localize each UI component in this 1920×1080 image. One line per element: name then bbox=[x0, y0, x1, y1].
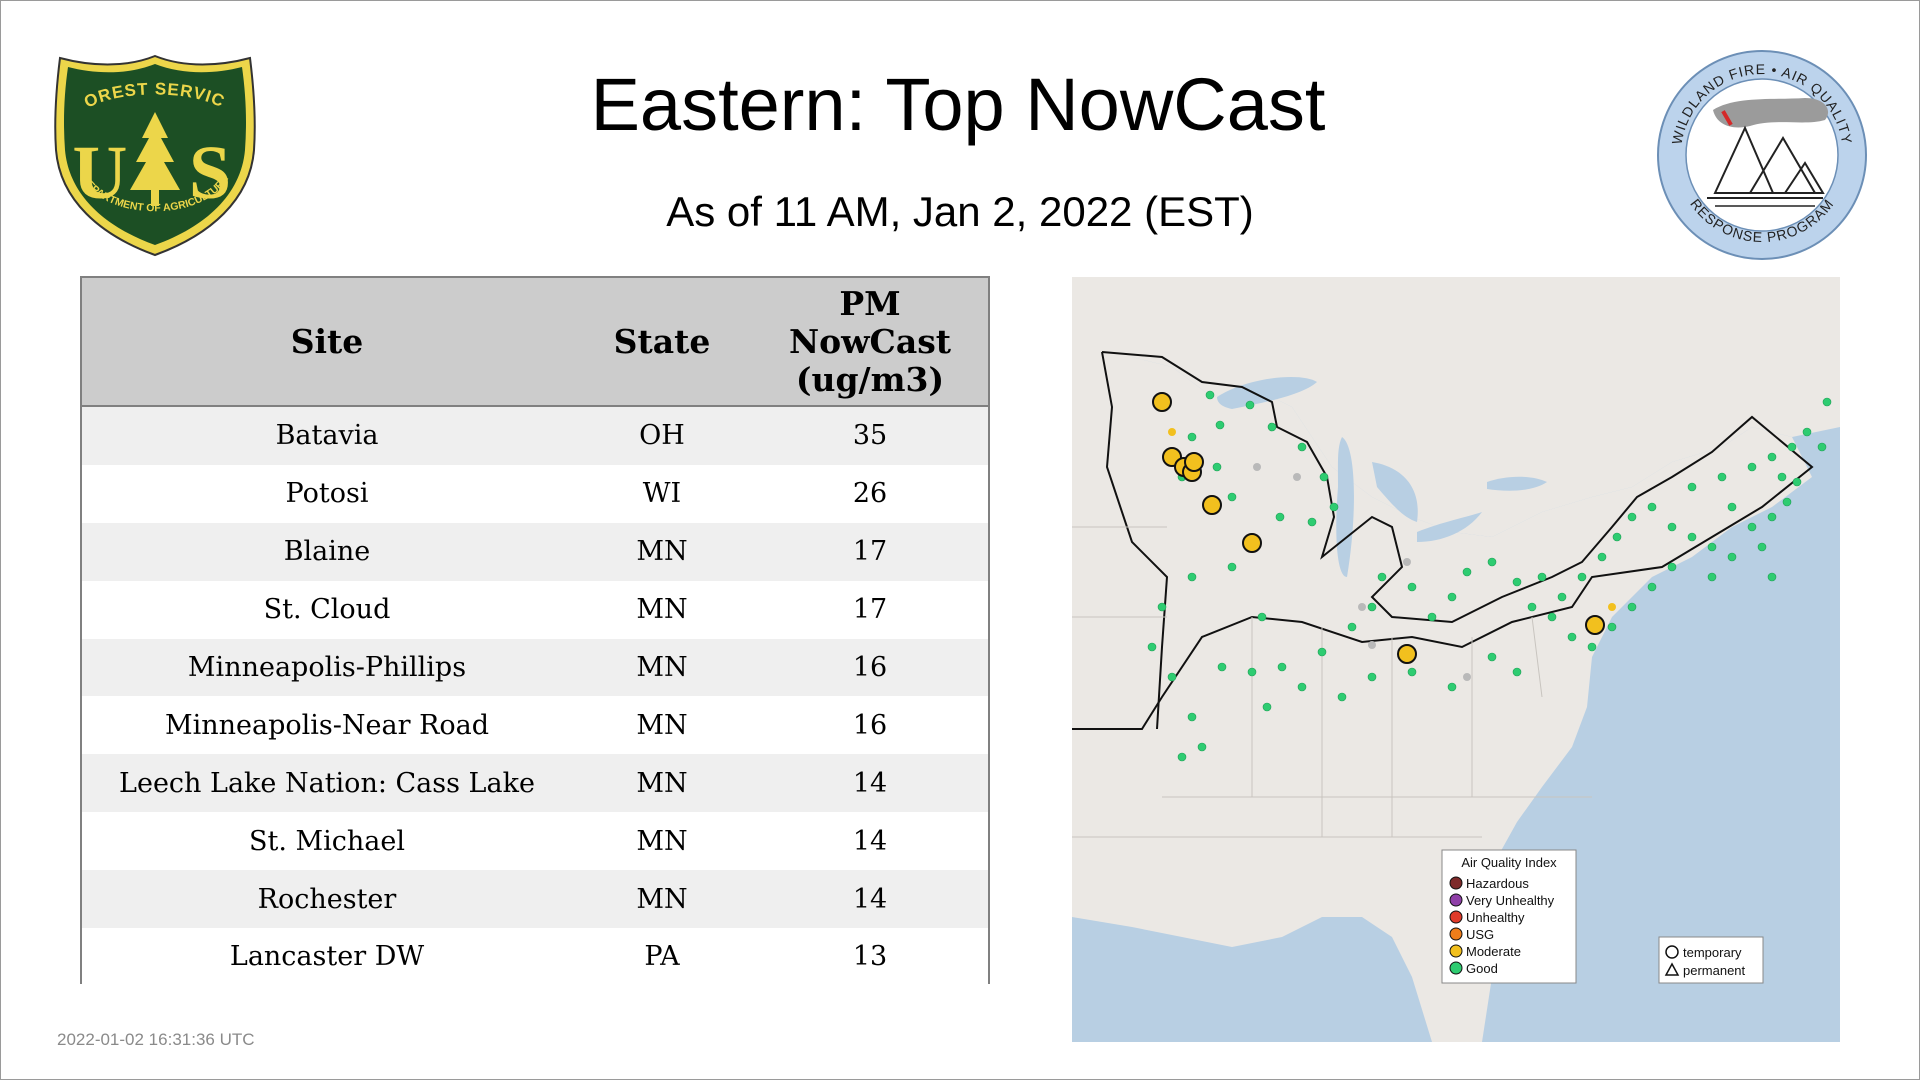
smoke-plume-icon bbox=[1713, 98, 1829, 128]
mountain-icon bbox=[1713, 125, 1775, 194]
page-title: Eastern: Top NowCast bbox=[590, 63, 1326, 146]
value-cell: 17 bbox=[752, 580, 988, 639]
value-cell: 17 bbox=[752, 522, 988, 581]
site-cell: Potosi bbox=[82, 464, 572, 523]
legend-swatch-usg bbox=[1449, 927, 1463, 941]
permanent-triangle-icon bbox=[1664, 962, 1680, 976]
lake-erie bbox=[1417, 512, 1482, 542]
value-cell: 14 bbox=[752, 754, 988, 813]
table-row: Leech Lake Nation: Cass Lake MN 14 bbox=[82, 754, 988, 813]
legend-swatch-good bbox=[1449, 961, 1463, 975]
legend-label: Very Unhealthy bbox=[1466, 893, 1555, 908]
value-cell: 14 bbox=[752, 870, 988, 929]
header-state: State bbox=[572, 278, 752, 407]
value-cell: 14 bbox=[752, 812, 988, 871]
legend-label: USG bbox=[1466, 927, 1494, 942]
good-stations bbox=[1147, 390, 1832, 762]
state-cell: MN bbox=[572, 638, 752, 697]
region-outline bbox=[1072, 351, 1814, 730]
flame-icon bbox=[1721, 110, 1733, 126]
lake-huron bbox=[1372, 462, 1418, 522]
nowcast-table: Site State PM NowCast (ug/m3) Batavia OH… bbox=[80, 276, 990, 986]
state-cell: PA bbox=[572, 928, 752, 986]
legend-label: Moderate bbox=[1466, 944, 1521, 959]
legend-swatch-very-unhealthy bbox=[1449, 893, 1463, 907]
table-row: St. Michael MN 14 bbox=[82, 812, 988, 871]
moderate-stations bbox=[1152, 392, 1605, 664]
table-row: Batavia OH 35 bbox=[82, 406, 988, 465]
moderate-small-stations bbox=[1168, 428, 1616, 611]
value-cell: 16 bbox=[752, 696, 988, 755]
site-cell: St. Cloud bbox=[82, 580, 572, 639]
state-cell: MN bbox=[572, 580, 752, 639]
table-row: Lancaster DW PA 13 bbox=[82, 928, 988, 986]
table-row: Potosi WI 26 bbox=[82, 464, 988, 523]
legend-label: Unhealthy bbox=[1466, 910, 1525, 925]
site-cell: Minneapolis-Phillips bbox=[82, 638, 572, 697]
aqi-legend: Air Quality Index Hazardous Very Unhealt… bbox=[1441, 849, 1577, 984]
wildland-fire-logo: WILDLAND FIRE • AIR QUALITY RESPONSE PRO… bbox=[1657, 50, 1867, 260]
shape-legend-temporary: temporary bbox=[1683, 945, 1742, 960]
state-cell: WI bbox=[572, 464, 752, 523]
lake-ontario bbox=[1487, 476, 1547, 491]
table-row: Rochester MN 14 bbox=[82, 870, 988, 929]
site-cell: Rochester bbox=[82, 870, 572, 929]
header-nowcast: PM NowCast (ug/m3) bbox=[752, 278, 988, 407]
header-site: Site bbox=[82, 278, 572, 407]
map-land-us bbox=[1072, 357, 1812, 1042]
logo-letter-u: U bbox=[73, 131, 128, 215]
value-cell: 16 bbox=[752, 638, 988, 697]
value-cell: 26 bbox=[752, 464, 988, 523]
footer-timestamp: 2022-01-02 16:31:36 UTC bbox=[57, 1030, 255, 1049]
state-cell: MN bbox=[572, 522, 752, 581]
state-cell: OH bbox=[572, 406, 752, 465]
state-cell: MN bbox=[572, 696, 752, 755]
nodata-stations bbox=[1253, 463, 1471, 681]
page-subtitle: As of 11 AM, Jan 2, 2022 (EST) bbox=[666, 188, 1254, 235]
state-cell: MN bbox=[572, 870, 752, 929]
shape-legend-permanent: permanent bbox=[1683, 963, 1746, 978]
aqi-map: Air Quality Index Hazardous Very Unhealt… bbox=[1072, 277, 1840, 1042]
shape-legend: temporary permanent bbox=[1658, 936, 1764, 984]
state-cell: MN bbox=[572, 812, 752, 871]
temporary-circle-icon bbox=[1665, 945, 1679, 959]
legend-label: Hazardous bbox=[1466, 876, 1529, 891]
mountain-icon bbox=[1748, 136, 1817, 194]
site-cell: Batavia bbox=[82, 406, 572, 465]
legend-swatch-hazardous bbox=[1449, 876, 1463, 890]
map-land-canada bbox=[1072, 277, 1840, 537]
legend-title: Air Quality Index bbox=[1461, 855, 1557, 870]
legend-swatch-moderate bbox=[1449, 944, 1463, 958]
table-row: Minneapolis-Phillips MN 16 bbox=[82, 638, 988, 697]
site-cell: Lancaster DW bbox=[82, 928, 572, 986]
legend-swatch-unhealthy bbox=[1449, 910, 1463, 924]
site-cell: Blaine bbox=[82, 522, 572, 581]
pine-tree-icon bbox=[130, 112, 180, 206]
value-cell: 13 bbox=[752, 928, 988, 986]
value-cell: 35 bbox=[752, 406, 988, 465]
table-row: Minneapolis-Near Road MN 16 bbox=[82, 696, 988, 755]
legend-label: Good bbox=[1466, 961, 1498, 976]
table-row: Blaine MN 17 bbox=[82, 522, 988, 581]
logo-letter-s: S bbox=[189, 131, 231, 215]
forest-service-logo: FOREST SERVICE U S DEPARTMENT OF AGRICUL… bbox=[50, 50, 256, 257]
site-cell: Leech Lake Nation: Cass Lake bbox=[82, 754, 572, 813]
site-cell: St. Michael bbox=[82, 812, 572, 871]
mountain-icon bbox=[1783, 161, 1825, 194]
table-row: St. Cloud MN 17 bbox=[82, 580, 988, 639]
lake-superior bbox=[1217, 377, 1317, 409]
site-cell: Minneapolis-Near Road bbox=[82, 696, 572, 755]
state-cell: MN bbox=[572, 754, 752, 813]
